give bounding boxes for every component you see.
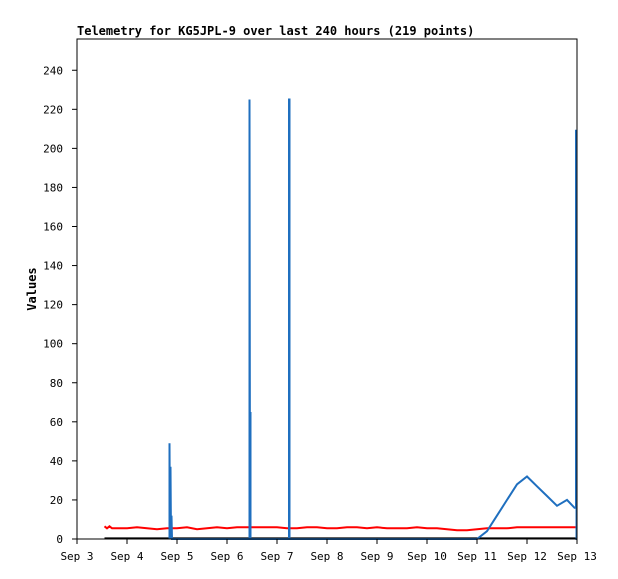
y-tick-label: 20 <box>50 494 63 507</box>
y-tick-label: 200 <box>43 142 63 155</box>
x-tick-label: Sep 8 <box>310 550 343 563</box>
y-tick-label: 80 <box>50 377 63 390</box>
y-tick-label: 140 <box>43 260 63 273</box>
y-tick-label: 40 <box>50 455 63 468</box>
y-tick-label: 180 <box>43 181 63 194</box>
x-tick-label: Sep 10 <box>407 550 447 563</box>
chart-title: Telemetry for KG5JPL-9 over last 240 hou… <box>77 24 474 38</box>
x-tick-label: Sep 6 <box>210 550 243 563</box>
axes: 0 20 40 60 80 100 120 140 160 180 200 220 240 Sep 3 Se… <box>43 64 597 563</box>
y-tick-label: 100 <box>43 338 63 351</box>
x-tick-label: Sep 4 <box>110 550 143 563</box>
x-tick-label: Sep 12 <box>507 550 547 563</box>
y-tick-label: 60 <box>50 416 63 429</box>
x-tick-label: Sep 11 <box>457 550 497 563</box>
y-tick-label: 160 <box>43 221 63 234</box>
y-tick-label: 240 <box>43 64 63 77</box>
x-tick-label: Sep 9 <box>360 550 393 563</box>
x-tick-label: Sep 7 <box>260 550 293 563</box>
y-tick-label: 120 <box>43 299 63 312</box>
y-axis-label: Values <box>25 267 39 310</box>
x-tick-label: Sep 5 <box>160 550 193 563</box>
x-tick-label: Sep 13 <box>557 550 597 563</box>
y-tick-label: 0 <box>56 533 63 546</box>
series-line-1 <box>103 525 577 532</box>
y-tick-label: 220 <box>43 103 63 116</box>
x-tick-label: Sep 3 <box>60 550 93 563</box>
